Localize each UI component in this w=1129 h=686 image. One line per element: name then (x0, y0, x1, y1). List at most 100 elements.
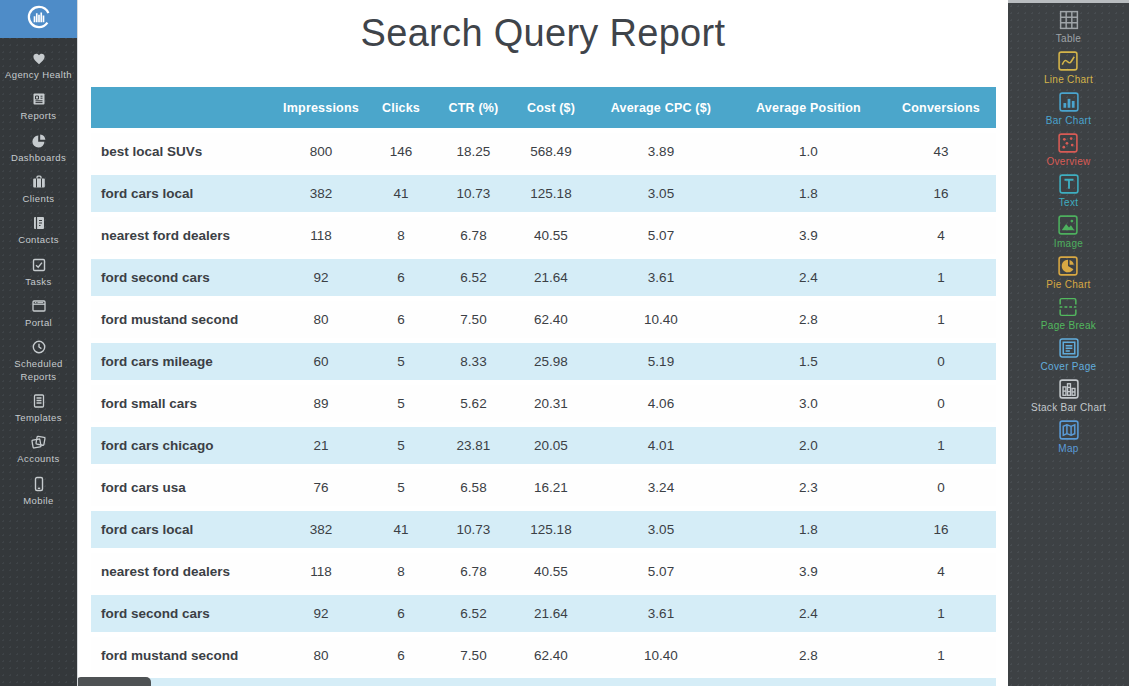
sidebar-item-clients[interactable]: Clients (0, 174, 77, 205)
widget-page-break[interactable]: Page Break (1041, 296, 1096, 331)
sidebar-item-agency-health[interactable]: Agency Health (0, 51, 77, 81)
table-row: nearest ford dealers 118 8 6.78 40.55 5.… (91, 553, 996, 590)
briefcase-icon (31, 174, 47, 190)
column-header: Impressions (276, 87, 366, 128)
table-row-partial (91, 678, 996, 686)
cell-cost: 20.31 (511, 385, 591, 422)
column-header: Average Position (731, 87, 886, 128)
cell-cost: 40.55 (511, 553, 591, 590)
cell-query: ford mustand second (91, 637, 276, 674)
cell-avg-cpc: 3.24 (591, 469, 731, 506)
cell-avg-position: 3.9 (731, 553, 886, 590)
table-row: ford second cars 92 6 6.52 21.64 3.61 2.… (91, 259, 996, 296)
sidebar-item-portal[interactable]: Portal (0, 298, 77, 329)
cell-impressions: 92 (276, 595, 366, 632)
widget-map[interactable]: Map (1058, 419, 1080, 454)
cell-avg-cpc: 3.05 (591, 175, 731, 212)
sidebar-item-label: Reports (16, 110, 60, 122)
cell-impressions: 92 (276, 259, 366, 296)
cell-avg-position: 2.3 (731, 469, 886, 506)
sidebar-item-tasks[interactable]: Tasks (0, 257, 77, 288)
sidebar-item-label: Mobile (19, 495, 57, 507)
primary-nav: Agency Health Reports Dashboards Clients (0, 38, 77, 507)
cell-conversions: 43 (886, 133, 996, 170)
widget-text[interactable]: Text (1058, 173, 1080, 208)
cell-query: ford cars local (91, 175, 276, 212)
sidebar-item-label: Portal (21, 317, 56, 329)
horizontal-scrollbar-thumb[interactable] (77, 677, 151, 686)
cell-ctr: 7.50 (436, 637, 511, 674)
widget-image[interactable]: Image (1054, 214, 1083, 249)
cell-ctr: 8.33 (436, 343, 511, 380)
widget-label: Image (1054, 238, 1083, 249)
cell-avg-cpc: 5.07 (591, 217, 731, 254)
cell-query: ford small cars (91, 385, 276, 422)
cell-avg-position: 2.4 (731, 259, 886, 296)
cell-query: nearest ford dealers (91, 217, 276, 254)
cell-query: best local SUVs (91, 133, 276, 170)
widget-pie-chart[interactable]: Pie Chart (1046, 255, 1090, 290)
app-logo[interactable] (0, 0, 77, 38)
table-row: ford mustand second 80 6 7.50 62.40 10.4… (91, 637, 996, 674)
cell-impressions: 118 (276, 553, 366, 590)
report-canvas: Search Query Report Impressions Clicks C… (77, 0, 1008, 686)
cell-avg-cpc: 10.40 (591, 301, 731, 338)
table-row: ford cars mileage 60 5 8.33 25.98 5.19 1… (91, 343, 996, 380)
column-header: CTR (%) (436, 87, 511, 128)
cell-query: ford second cars (91, 259, 276, 296)
table-row: ford cars chicago 21 5 23.81 20.05 4.01 … (91, 427, 996, 464)
cell-clicks: 8 (366, 553, 436, 590)
bar-chart-icon (1058, 91, 1080, 113)
cell-ctr: 6.78 (436, 553, 511, 590)
cell-cost: 125.18 (511, 511, 591, 548)
widget-cover-page[interactable]: Cover Page (1041, 337, 1097, 372)
logo-icon (24, 2, 54, 36)
table-row: ford mustand second 80 6 7.50 62.40 10.4… (91, 301, 996, 338)
cell-avg-cpc: 5.07 (591, 553, 731, 590)
cell-ctr: 23.81 (436, 427, 511, 464)
widget-table[interactable]: Table (1056, 9, 1081, 44)
cell-ctr: 18.25 (436, 133, 511, 170)
column-header: Conversions (886, 87, 996, 128)
sidebar-item-scheduled-reports[interactable]: Scheduled Reports (0, 339, 77, 383)
cell-avg-position: 2.8 (731, 301, 886, 338)
cell-avg-position: 1.5 (731, 343, 886, 380)
report-icon (31, 91, 47, 107)
cell-impressions: 382 (276, 511, 366, 548)
widget-overview[interactable]: Overview (1046, 132, 1090, 167)
cell-conversions: 1 (886, 301, 996, 338)
cell-clicks: 5 (366, 427, 436, 464)
sidebar-item-dashboards[interactable]: Dashboards (0, 133, 77, 164)
cell-avg-position: 1.8 (731, 511, 886, 548)
cell-avg-cpc: 3.61 (591, 595, 731, 632)
cell-conversions: 1 (886, 595, 996, 632)
sidebar-item-reports[interactable]: Reports (0, 91, 77, 122)
widget-bar-chart[interactable]: Bar Chart (1046, 91, 1092, 126)
column-header: Clicks (366, 87, 436, 128)
cell-avg-cpc: 3.61 (591, 259, 731, 296)
table-widget[interactable]: Impressions Clicks CTR (%) Cost ($) Aver… (91, 82, 996, 679)
cell-query: ford cars local (91, 511, 276, 548)
widget-label: Cover Page (1041, 361, 1097, 372)
sidebar-item-mobile[interactable]: Mobile (0, 476, 77, 507)
widget-label: Line Chart (1044, 74, 1093, 85)
sidebar-item-templates[interactable]: Templates (0, 393, 77, 424)
widget-line-chart[interactable]: Line Chart (1044, 50, 1093, 85)
clock-icon (31, 339, 47, 355)
sidebar-item-label: Dashboards (7, 152, 70, 164)
page-break-icon (1057, 296, 1079, 318)
cell-avg-position: 1.8 (731, 175, 886, 212)
table-row: ford cars usa 76 5 6.58 16.21 3.24 2.3 0 (91, 469, 996, 506)
cell-conversions: 0 (886, 343, 996, 380)
map-icon (1058, 419, 1080, 441)
cell-avg-cpc: 3.89 (591, 133, 731, 170)
cell-query: ford cars mileage (91, 343, 276, 380)
cell-ctr: 10.73 (436, 511, 511, 548)
sidebar-item-contacts[interactable]: Contacts (0, 215, 77, 246)
widget-label: Stack Bar Chart (1031, 402, 1106, 413)
cell-impressions: 21 (276, 427, 366, 464)
widget-label: Pie Chart (1046, 279, 1090, 290)
widget-stack-bar-chart[interactable]: Stack Bar Chart (1031, 378, 1106, 413)
sidebar-item-accounts[interactable]: Accounts (0, 434, 77, 465)
cell-cost: 62.40 (511, 301, 591, 338)
